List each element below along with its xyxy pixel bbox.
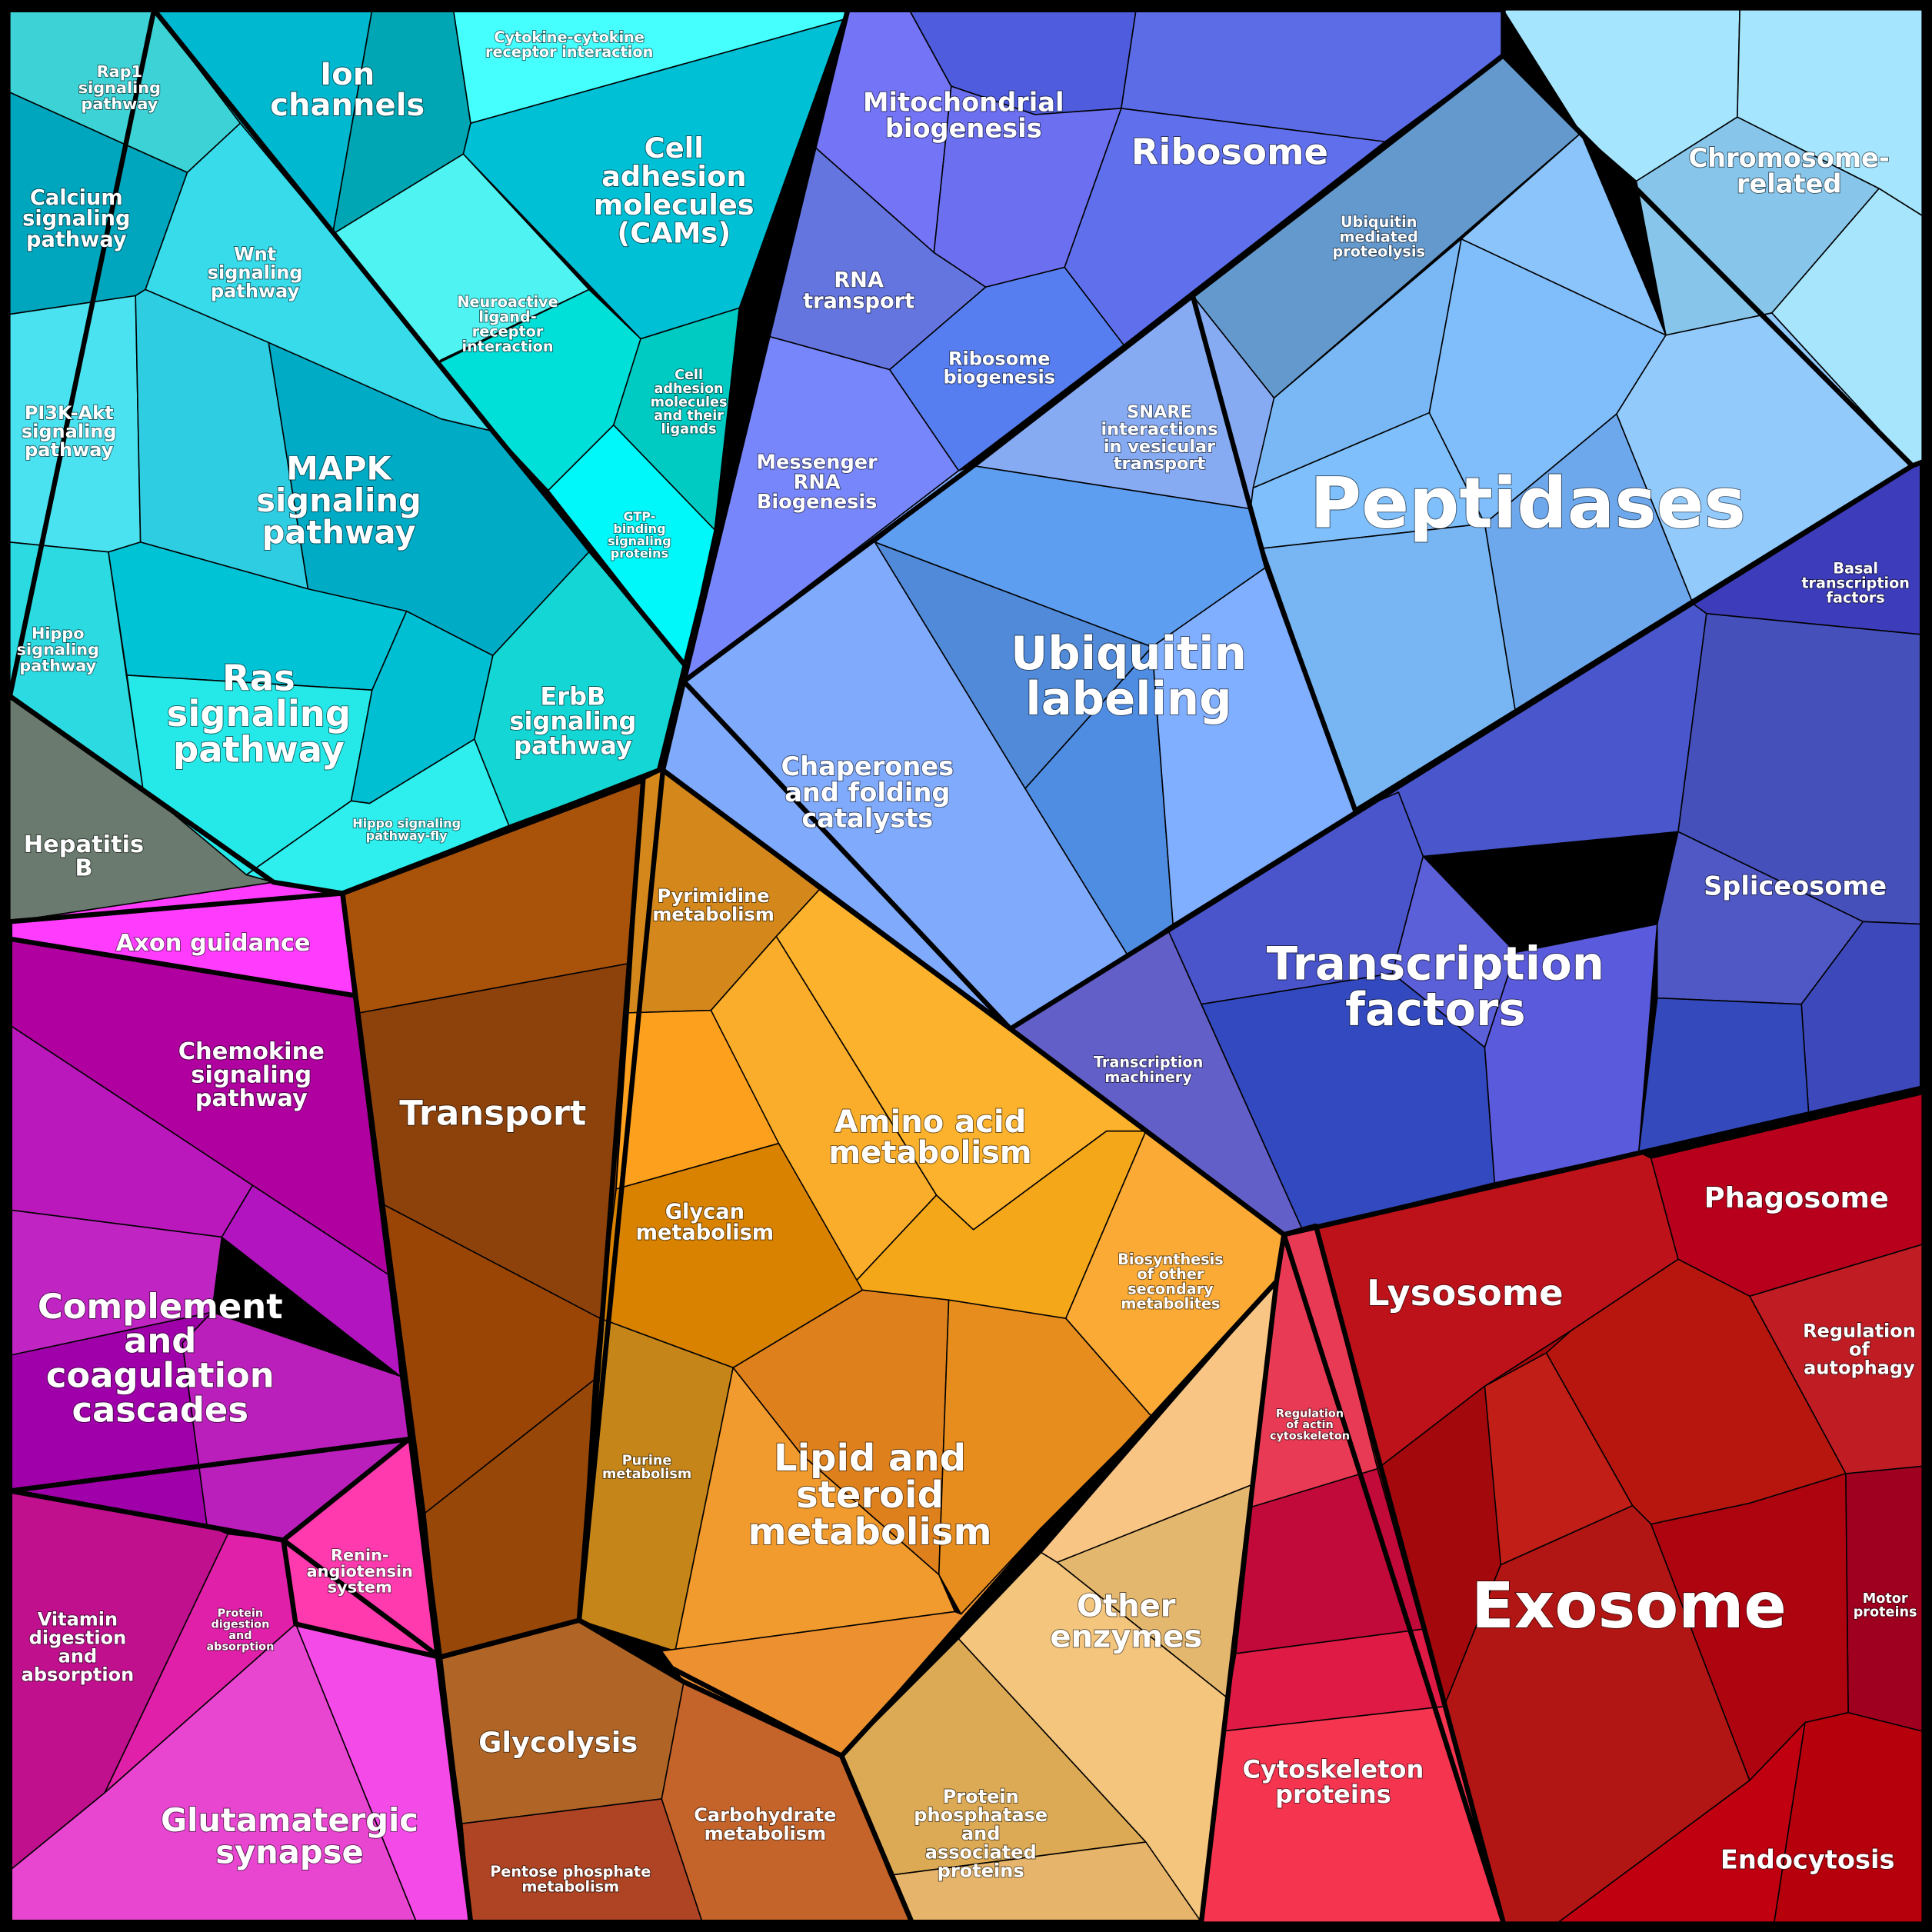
cells-layer: [9, 9, 1923, 1923]
cell-motor[interactable]: [1845, 1465, 1923, 1732]
cell-pi3k[interactable]: [9, 295, 142, 553]
